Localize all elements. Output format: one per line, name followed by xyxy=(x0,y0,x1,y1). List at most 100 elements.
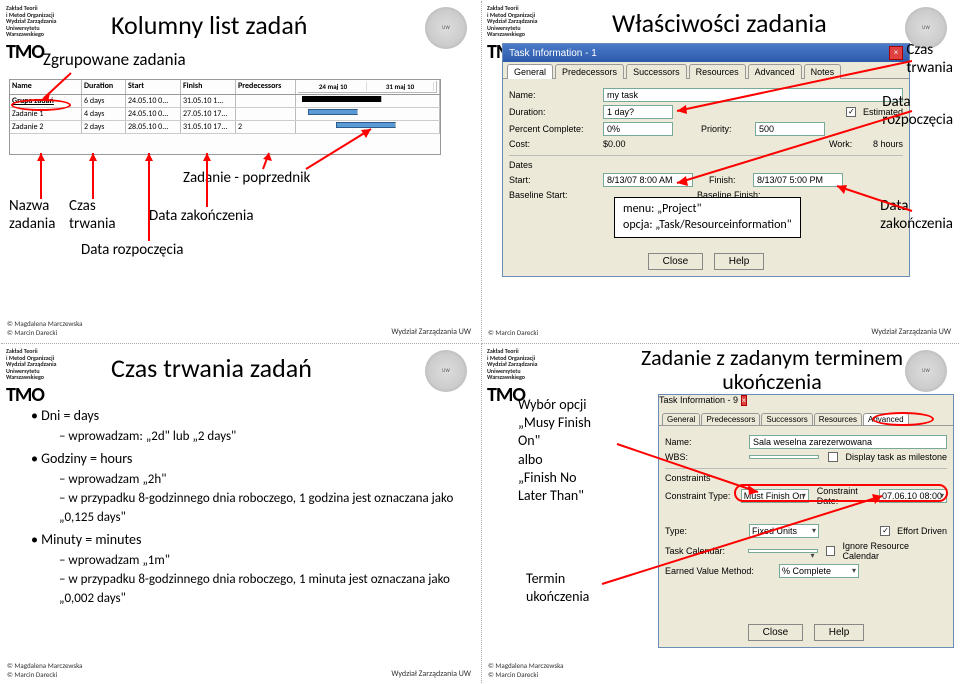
tab-resources[interactable]: Resources xyxy=(689,64,746,79)
footer-authors: © Magdalena Marczewska© Marcin Darecki xyxy=(7,662,83,679)
bullet-days: Dni = days xyxy=(31,406,459,426)
duration-input[interactable]: 1 day? xyxy=(603,105,673,119)
highlight-ellipse xyxy=(11,99,71,111)
uw-logo: UW xyxy=(425,7,467,49)
close-button[interactable]: Close xyxy=(648,253,704,270)
tab-advanced[interactable]: Advanced xyxy=(748,64,802,79)
effort-checkbox[interactable] xyxy=(880,526,890,536)
tab-succ[interactable]: Successors xyxy=(761,413,812,425)
label-data-zak: Data zakończenia xyxy=(149,207,254,225)
col-header: Name xyxy=(10,80,82,94)
taskcal-select[interactable] xyxy=(748,549,817,553)
row-dur: 6 days xyxy=(82,95,126,107)
slide-title: Właściwości zadania xyxy=(612,7,827,39)
tab-res[interactable]: Resources xyxy=(814,413,862,425)
slide-top-right: Zakład Teoriii Metod Organizacji Wydział… xyxy=(481,1,959,341)
highlight-ellipse xyxy=(734,484,948,502)
taskcal-label: Task Calendar: xyxy=(665,546,744,556)
finish-input[interactable]: 8/13/07 5:00 PM xyxy=(753,173,843,187)
tab-general[interactable]: General xyxy=(507,64,553,79)
slide-bottom-left: Zakład Teoriii Metod Organizacji Wydział… xyxy=(1,343,479,683)
type-select[interactable]: Fixed Units xyxy=(749,524,819,538)
tab-pred[interactable]: Predecessors xyxy=(701,413,760,425)
label-czas: Czas trwania xyxy=(69,197,116,233)
footer-dept: Wydział Zarządzania UW xyxy=(871,327,951,337)
ignore-checkbox[interactable] xyxy=(826,546,836,556)
close-icon[interactable]: × xyxy=(741,395,748,406)
subbullet: wprowadzam „2h" xyxy=(59,471,459,490)
tmo-header: Zakład Teoriii Metod Organizacji Wydział… xyxy=(6,348,101,407)
constraints-section: Constraints xyxy=(665,468,947,483)
cost-value: $0.00 xyxy=(603,139,626,149)
bullet-list: Dni = days wprowadzam: „2d" lub „2 days"… xyxy=(31,404,459,609)
col-header: Finish xyxy=(181,80,236,94)
gantt-date: 24 maj 10 xyxy=(300,82,367,91)
name-input[interactable]: my task xyxy=(603,88,903,102)
gantt-bar xyxy=(308,109,358,115)
row-name: Zadanie 2 xyxy=(10,121,82,133)
tab-general[interactable]: General xyxy=(662,413,700,425)
col-header: Duration xyxy=(82,80,126,94)
footer-authors: © Magdalena Marczewska © Marcin Darecki xyxy=(7,320,83,337)
uw-logo: UW xyxy=(425,350,467,392)
label-data-zak: Data zakończenia xyxy=(880,197,953,233)
help-button[interactable]: Help xyxy=(714,253,765,270)
start-input[interactable]: 8/13/07 8:00 AM xyxy=(603,173,693,187)
name-input[interactable]: Sala weselna zarezerwowana xyxy=(749,435,947,449)
priority-label: Priority: xyxy=(701,124,751,134)
label-termin: Termin ukończenia xyxy=(526,570,589,605)
highlight-ellipse xyxy=(872,412,934,426)
help-button[interactable]: Help xyxy=(814,624,865,641)
effort-label: Effort Driven xyxy=(897,526,947,536)
row-pred: 2 xyxy=(236,121,296,133)
subbullet: w przypadku 8-godzinnego dnia roboczego,… xyxy=(59,571,459,609)
row-fin: 31.05.10 1... xyxy=(181,95,236,107)
name-label: Name: xyxy=(665,437,745,447)
gantt-bar xyxy=(336,122,396,128)
slide-title: Zadanie z zadanym terminem ukończenia xyxy=(622,346,922,394)
task-info-window-2: Task Information - 9 × General Predecess… xyxy=(658,394,954,648)
row-start: 24.05.10 0... xyxy=(126,95,181,107)
close-button[interactable]: Close xyxy=(748,624,804,641)
window-titlebar: Task Information - 1 × xyxy=(503,44,909,62)
col-header: Start xyxy=(126,80,181,94)
menu-line: menu: „Project" xyxy=(623,202,792,218)
gantt-date: 31 maj 10 xyxy=(367,82,434,91)
row-fin: 31.05.10 17... xyxy=(181,121,236,133)
tab-successors[interactable]: Successors xyxy=(626,64,687,79)
type-label: Type: xyxy=(665,526,745,536)
slide-title: Kolumny list zadań xyxy=(111,9,307,41)
tab-notes[interactable]: Notes xyxy=(804,64,842,79)
tmo-line: Warszawskiego xyxy=(6,31,101,38)
wbs-input[interactable] xyxy=(749,455,819,459)
label-nazwa: Nazwa zadania xyxy=(9,197,55,233)
milestone-label: Display task as milestone xyxy=(845,452,947,462)
wbs-label: WBS: xyxy=(665,452,745,462)
task-info-window: Task Information - 1 × General Predecess… xyxy=(502,43,910,277)
evm-select[interactable]: % Complete xyxy=(779,564,859,578)
duration-label: Duration: xyxy=(509,107,599,117)
row-fin: 27.05.10 17... xyxy=(181,108,236,120)
ctype-label: Constraint Type: xyxy=(665,491,737,501)
finish-label: Finish: xyxy=(709,175,749,185)
label-data-rozp: Data rozpoczęcia xyxy=(882,93,953,129)
evm-label: Earned Value Method: xyxy=(665,566,775,576)
milestone-checkbox[interactable] xyxy=(828,452,838,462)
close-icon[interactable]: × xyxy=(889,46,903,60)
work-value: 8 hours xyxy=(873,139,903,149)
gantt-bar-group xyxy=(302,96,382,102)
slide-bottom-right: Zakład Teoriii Metod Organizacji Wydział… xyxy=(481,343,959,683)
name-label: Name: xyxy=(509,90,599,100)
footer-dept: Wydział Zarządzania UW xyxy=(391,327,471,337)
ignore-label: Ignore Resource Calendar xyxy=(842,541,947,561)
subbullet: w przypadku 8-godzinnego dnia roboczego,… xyxy=(59,490,459,528)
work-label: Work: xyxy=(829,139,869,149)
estimated-checkbox[interactable] xyxy=(846,107,856,117)
menu-line: opcja: „Task/Resourceinformation" xyxy=(623,218,792,234)
start-label: Start: xyxy=(509,175,599,185)
pct-input[interactable]: 0% xyxy=(603,122,673,136)
gantt-table: Name Duration Start Finish Predecessors … xyxy=(9,79,441,155)
label-data-rozp: Data rozpoczęcia xyxy=(81,241,183,259)
priority-input[interactable]: 500 xyxy=(755,122,825,136)
tab-predecessors[interactable]: Predecessors xyxy=(555,64,624,79)
